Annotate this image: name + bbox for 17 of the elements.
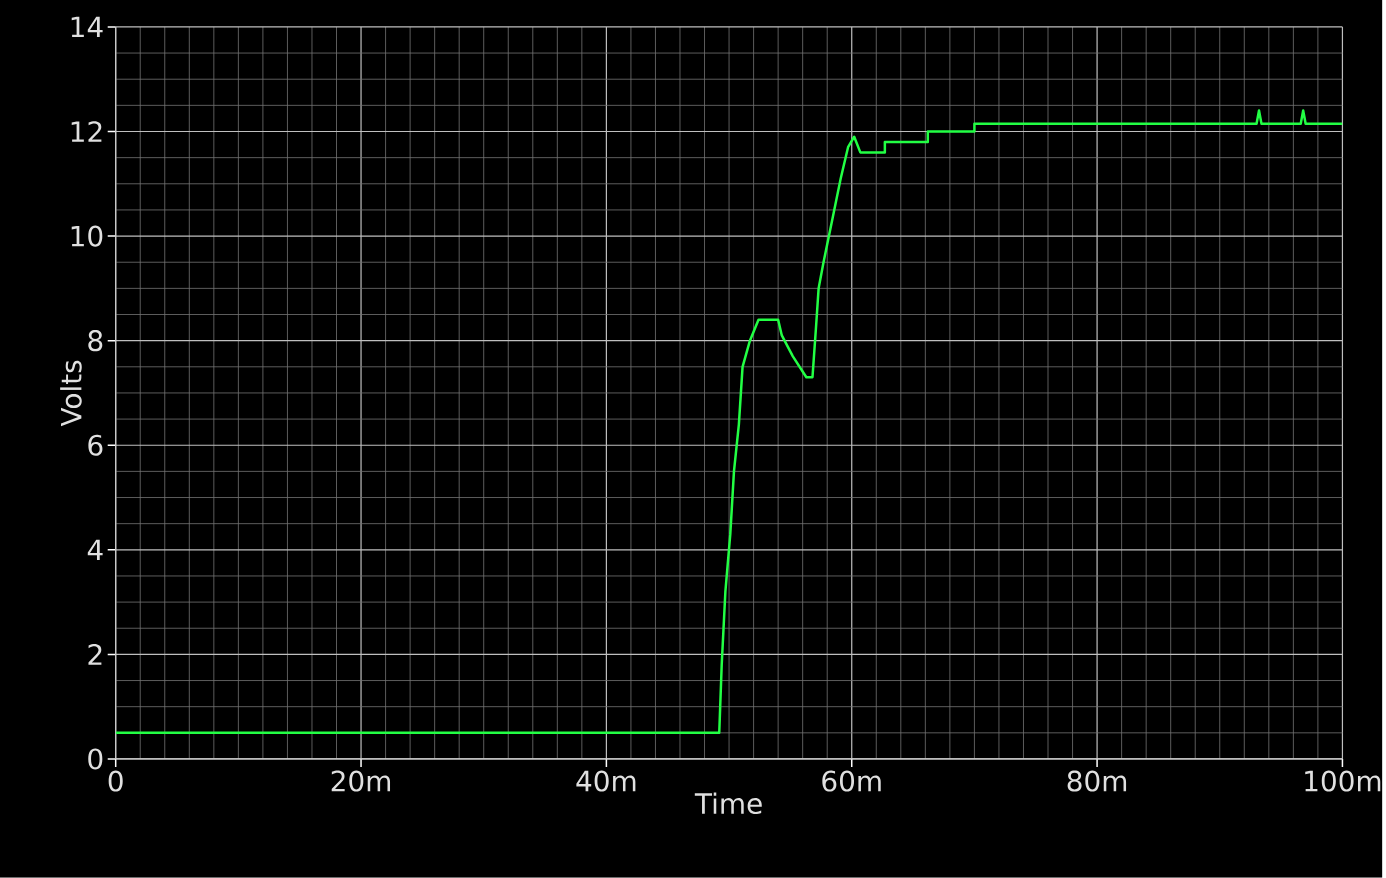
y-tick-label: 10 xyxy=(71,225,103,247)
x-axis-title: Time xyxy=(694,792,762,815)
y-tick-label: 8 xyxy=(88,330,103,352)
y-tick-label: 4 xyxy=(87,539,103,561)
x-tick-label: 100m xyxy=(1305,770,1381,792)
x-tick-label: 40m xyxy=(576,770,636,792)
y-axis-title: Volts xyxy=(60,360,82,427)
y-tick-label: 6 xyxy=(88,434,103,456)
y-tick-label: 14 xyxy=(71,16,103,38)
x-tick-label: 0 xyxy=(108,770,123,792)
y-tick-label: 0 xyxy=(88,748,103,770)
y-tick-label: 12 xyxy=(71,121,102,143)
line-series xyxy=(115,109,1343,735)
x-tick-label: 80m xyxy=(1067,770,1127,792)
x-tick-label: 20m xyxy=(331,770,391,792)
x-tick-label: 60m xyxy=(822,770,881,792)
y-tick-label: 2 xyxy=(88,644,102,665)
